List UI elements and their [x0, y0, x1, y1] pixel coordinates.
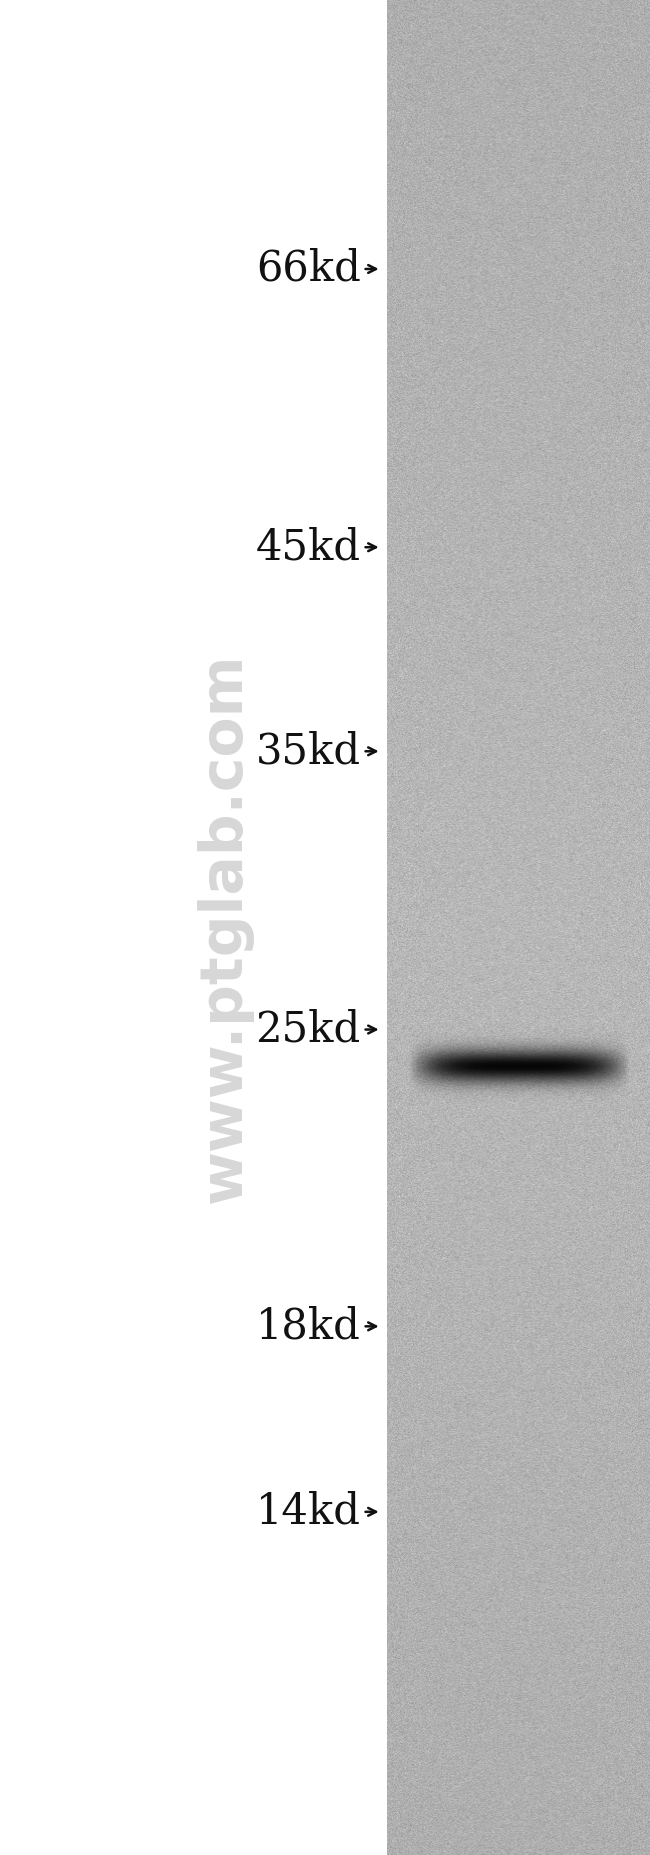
- Text: 35kd: 35kd: [255, 731, 361, 772]
- Text: 66kd: 66kd: [256, 249, 361, 289]
- Text: 25kd: 25kd: [255, 1009, 361, 1050]
- Text: 14kd: 14kd: [255, 1491, 361, 1532]
- Text: 18kd: 18kd: [256, 1306, 361, 1347]
- Text: www.ptglab.com: www.ptglab.com: [196, 653, 253, 1202]
- Text: 45kd: 45kd: [255, 527, 361, 568]
